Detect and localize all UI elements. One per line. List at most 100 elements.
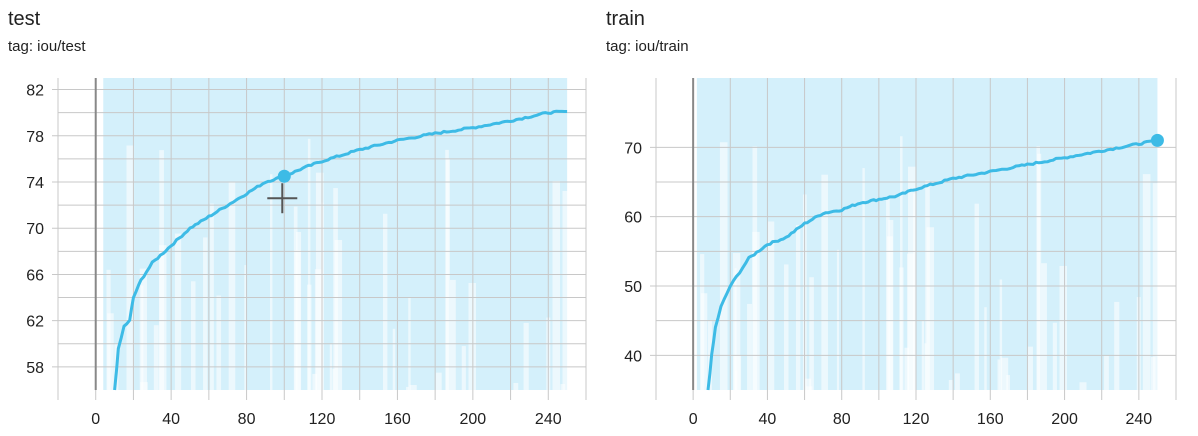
band-gap — [809, 277, 814, 390]
band-gap — [1114, 301, 1120, 390]
band-gap — [332, 368, 335, 390]
chart-tag: tag: iou/test — [8, 38, 86, 55]
band-gap — [700, 293, 708, 390]
band-gap — [216, 295, 222, 390]
series-line — [113, 109, 568, 391]
band-gap — [984, 307, 987, 390]
band-gap — [126, 145, 135, 390]
series-line — [706, 138, 1158, 391]
band-gap — [468, 282, 476, 390]
band-gap — [228, 181, 236, 390]
band-gap — [315, 172, 324, 390]
band-gap — [900, 136, 903, 390]
band-gap — [1052, 322, 1057, 390]
raw-values-band — [696, 78, 1159, 390]
y-tick-label: 82 — [26, 83, 44, 100]
chart-svg-train[interactable]: 0 40 80 120 160 200 240 40 50 60 70 — [598, 0, 1198, 436]
band-gap — [862, 168, 865, 390]
x-tick-label: 40 — [162, 411, 180, 428]
band-gap — [805, 386, 813, 390]
band-gap — [805, 378, 812, 390]
band-gap — [392, 328, 396, 390]
y-tick-label: 58 — [26, 360, 44, 377]
x-tick-label: 160 — [977, 411, 1004, 428]
band-gap — [210, 203, 214, 390]
band-gap — [296, 231, 302, 390]
y-tick-label: 40 — [624, 348, 642, 365]
band-gap — [153, 325, 159, 390]
band-gap — [382, 213, 388, 390]
y-tick-label: 70 — [624, 140, 642, 157]
band-gap — [999, 279, 1003, 390]
band-gap — [1142, 174, 1151, 390]
band-gap — [752, 231, 760, 390]
band-gap — [1152, 183, 1159, 390]
band-gap — [1104, 355, 1109, 390]
band-gap — [409, 384, 417, 390]
x-tick-label: 0 — [689, 411, 698, 428]
y-tick-label: 60 — [624, 210, 642, 227]
x-tick-label: 120 — [309, 411, 336, 428]
band-gap — [449, 279, 456, 390]
band-gap — [523, 322, 529, 390]
band-gap — [190, 281, 196, 390]
band-gap — [141, 285, 144, 390]
band-gap — [907, 166, 916, 390]
band-gap — [307, 284, 312, 390]
band-gap — [435, 372, 442, 390]
highlight-point — [277, 169, 291, 183]
band-gap — [924, 343, 927, 390]
x-tick-label: 200 — [460, 411, 487, 428]
band-gap — [948, 379, 953, 390]
x-tick-label: 240 — [535, 411, 562, 428]
band-gap — [974, 203, 979, 390]
band-gap — [406, 386, 409, 390]
crosshair-cursor-icon — [267, 183, 298, 214]
band-gap — [1059, 265, 1067, 390]
chart-svg-test[interactable]: 0 40 80 120 160 200 240 58 62 66 70 74 78 82 — [0, 0, 598, 436]
band-gap — [1037, 153, 1042, 390]
band-gap — [747, 303, 752, 390]
band-gap — [997, 359, 1001, 390]
band-gap — [244, 265, 247, 390]
band-gap — [836, 249, 840, 390]
x-tick-label: 80 — [833, 411, 851, 428]
band-gap — [307, 138, 311, 390]
band-gap — [562, 190, 569, 390]
y-tick-label: 70 — [26, 221, 44, 238]
band-gap — [203, 237, 208, 390]
band-gap — [334, 239, 343, 390]
y-tick-label: 74 — [26, 175, 44, 192]
band-gap — [552, 180, 561, 390]
chart-title: test — [8, 8, 41, 30]
y-tick-label: 50 — [624, 279, 642, 296]
band-gap — [783, 264, 789, 390]
band-gap — [719, 142, 728, 390]
band-gap — [1079, 382, 1087, 390]
band-gap — [513, 382, 519, 390]
band-gap — [140, 382, 148, 390]
band-gap — [795, 224, 801, 390]
band-gap — [926, 227, 935, 390]
band-gap — [734, 268, 737, 390]
band-gap — [269, 174, 273, 390]
band-gap — [312, 373, 317, 390]
y-tick-label: 62 — [26, 314, 44, 331]
highlight-point — [1150, 133, 1164, 147]
band-gap — [735, 370, 738, 390]
band-gap — [139, 268, 147, 390]
band-gap — [159, 245, 167, 390]
band-gap — [1000, 357, 1009, 390]
band-gap — [107, 313, 114, 390]
band-gap — [461, 346, 466, 390]
band-gap — [1041, 263, 1047, 390]
band-gap — [899, 267, 904, 390]
band-gap — [904, 347, 910, 390]
band-gap — [733, 253, 741, 390]
chart-panel-train: train tag: iou/train 0 40 80 120 160 200 240 40… — [598, 0, 1198, 436]
x-tick-label: 240 — [1126, 411, 1153, 428]
y-tick-label: 78 — [26, 129, 44, 146]
x-tick-label: 40 — [759, 411, 777, 428]
band-gap — [821, 174, 828, 390]
x-tick-label: 160 — [384, 411, 411, 428]
